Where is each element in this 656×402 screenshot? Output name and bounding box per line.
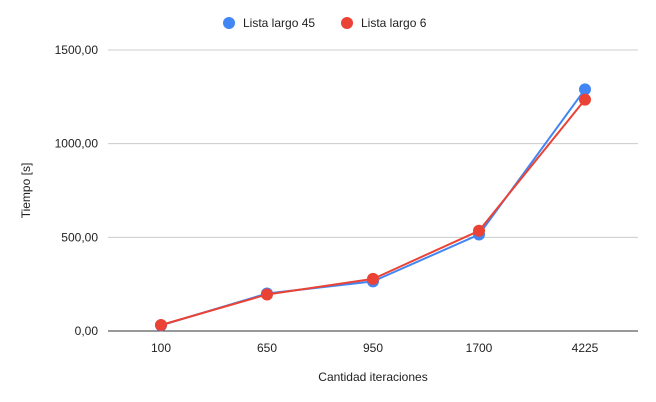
series-line (160, 99, 586, 326)
legend: Lista largo 45 Lista largo 6 (223, 16, 427, 30)
legend-label: Lista largo 45 (243, 16, 315, 30)
legend-marker (223, 17, 235, 29)
x-tick-label: 950 (363, 341, 383, 355)
series-2 (155, 93, 591, 332)
y-axis-title: Tiempo [s] (19, 163, 33, 219)
x-tick-label: 4225 (572, 341, 599, 355)
x-tick-label: 100 (151, 341, 171, 355)
x-axis-title: Cantidad iteraciones (318, 370, 427, 384)
data-point (473, 224, 485, 237)
data-point (579, 93, 591, 106)
data-point (367, 272, 379, 285)
y-tick-label: 1500,00 (55, 43, 99, 57)
y-axis-ticks: 0,00 500,00 1000,00 1500,00 (55, 43, 99, 338)
data-point (261, 288, 273, 301)
x-tick-label: 650 (257, 341, 277, 355)
y-tick-label: 1000,00 (55, 137, 99, 151)
data-point (155, 319, 167, 332)
gridlines (108, 49, 638, 238)
legend-label: Lista largo 6 (361, 16, 427, 30)
y-tick-label: 500,00 (61, 230, 98, 244)
x-tick-label: 1700 (466, 341, 493, 355)
series-group (155, 83, 591, 332)
x-axis-ticks: 100 650 950 1700 4225 (151, 341, 599, 355)
y-tick-label: 0,00 (75, 324, 99, 338)
series-1 (155, 83, 591, 332)
data-point (579, 83, 591, 96)
series-line (160, 88, 586, 327)
legend-marker (341, 17, 353, 29)
